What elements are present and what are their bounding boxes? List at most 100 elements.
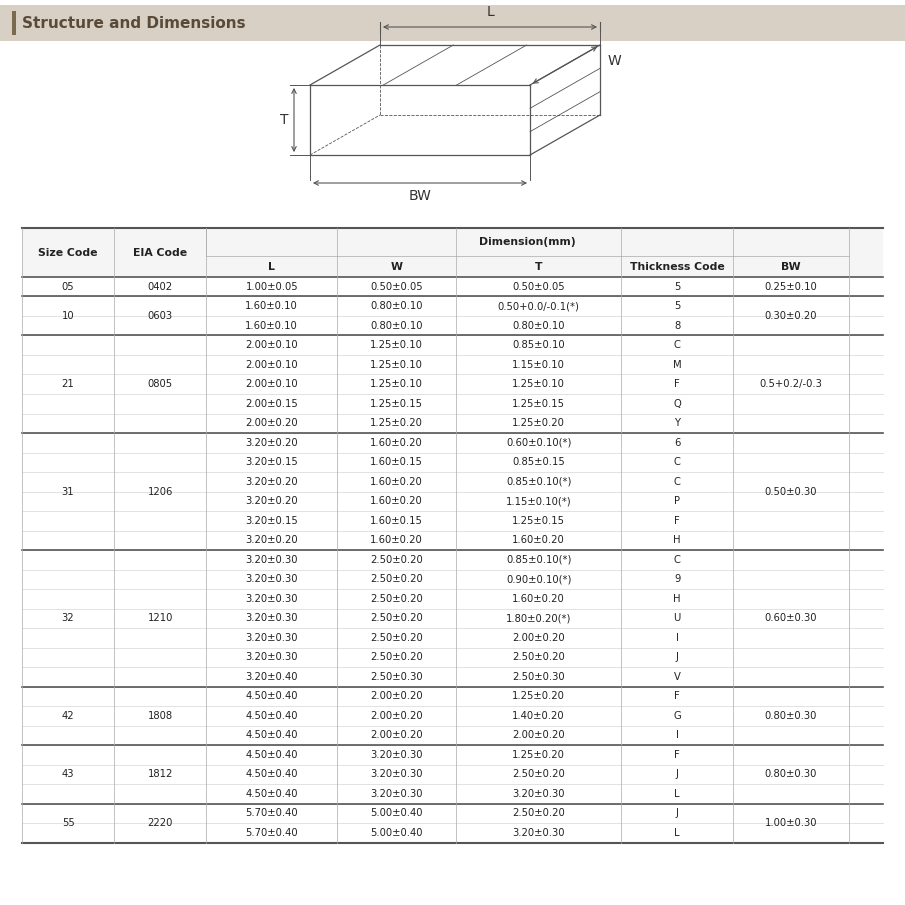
Text: 3.20±0.15: 3.20±0.15 — [245, 516, 298, 526]
Text: 1.60±0.15: 1.60±0.15 — [370, 457, 423, 467]
Text: 0.80±0.30: 0.80±0.30 — [765, 710, 817, 720]
Text: 3.20±0.30: 3.20±0.30 — [370, 749, 423, 760]
Text: 8: 8 — [674, 320, 681, 330]
Text: 3.20±0.20: 3.20±0.20 — [245, 496, 298, 506]
Text: 3.20±0.30: 3.20±0.30 — [245, 653, 298, 662]
Text: 2.50±0.20: 2.50±0.20 — [370, 575, 423, 585]
Text: 3.20±0.30: 3.20±0.30 — [245, 594, 298, 604]
Text: 2.00±0.10: 2.00±0.10 — [245, 340, 298, 350]
Bar — [22, 530, 883, 550]
Text: 3.20±0.40: 3.20±0.40 — [245, 672, 298, 681]
Text: 1.60±0.20: 1.60±0.20 — [512, 535, 565, 545]
Text: I: I — [676, 633, 679, 643]
Bar — [22, 277, 883, 297]
Text: 1.25±0.15: 1.25±0.15 — [370, 399, 423, 409]
Text: T: T — [280, 113, 288, 127]
Text: 5.70±0.40: 5.70±0.40 — [245, 828, 298, 838]
Text: 0805: 0805 — [148, 379, 173, 389]
Text: 1.25±0.10: 1.25±0.10 — [370, 340, 423, 350]
Text: 2.00±0.20: 2.00±0.20 — [512, 730, 565, 740]
Bar — [22, 589, 883, 608]
Text: W: W — [391, 262, 403, 271]
Text: G: G — [673, 710, 681, 720]
Text: 0603: 0603 — [148, 311, 173, 321]
Text: C: C — [674, 477, 681, 487]
Text: 0.85±0.15: 0.85±0.15 — [512, 457, 565, 467]
Text: 2.00±0.20: 2.00±0.20 — [370, 710, 423, 720]
Text: 32: 32 — [62, 614, 74, 624]
Text: 3.20±0.30: 3.20±0.30 — [245, 614, 298, 624]
Text: L: L — [674, 828, 680, 838]
Bar — [22, 804, 883, 823]
Text: 1.00±0.05: 1.00±0.05 — [245, 281, 298, 291]
Text: 3.20±0.20: 3.20±0.20 — [245, 477, 298, 487]
Text: 10: 10 — [62, 311, 74, 321]
Text: 0.90±0.10(*): 0.90±0.10(*) — [506, 575, 571, 585]
Text: 1.60±0.10: 1.60±0.10 — [245, 320, 298, 330]
Bar — [22, 745, 883, 765]
Text: 4.50±0.40: 4.50±0.40 — [245, 769, 298, 779]
Text: 1.25±0.10: 1.25±0.10 — [512, 379, 565, 389]
Text: 1206: 1206 — [148, 487, 173, 497]
Bar — [22, 706, 883, 726]
Text: 1.15±0.10(*): 1.15±0.10(*) — [506, 496, 571, 506]
Text: 1.00±0.30: 1.00±0.30 — [765, 818, 817, 828]
Bar — [12, 11, 16, 35]
Text: 1.25±0.20: 1.25±0.20 — [512, 691, 565, 701]
Text: 2220: 2220 — [148, 818, 173, 828]
Bar — [22, 687, 883, 706]
Text: 5.70±0.40: 5.70±0.40 — [245, 808, 298, 818]
Text: 55: 55 — [62, 818, 74, 828]
Text: P: P — [674, 496, 681, 506]
Text: C: C — [674, 340, 681, 350]
Text: 2.50±0.20: 2.50±0.20 — [370, 653, 423, 662]
Text: 2.00±0.20: 2.00±0.20 — [370, 691, 423, 701]
Text: C: C — [674, 555, 681, 565]
Text: 0.80±0.10: 0.80±0.10 — [370, 320, 423, 330]
Text: Thickness Code: Thickness Code — [630, 262, 725, 271]
Text: 2.50±0.20: 2.50±0.20 — [370, 614, 423, 624]
Text: 2.50±0.30: 2.50±0.30 — [512, 672, 565, 681]
Text: 0.30±0.20: 0.30±0.20 — [765, 311, 817, 321]
Bar — [22, 228, 883, 256]
Text: J: J — [676, 653, 679, 662]
Text: 5.00±0.40: 5.00±0.40 — [370, 808, 423, 818]
Text: 6: 6 — [674, 438, 681, 448]
Text: H: H — [673, 594, 681, 604]
Bar — [22, 569, 883, 589]
Text: 4.50±0.40: 4.50±0.40 — [245, 691, 298, 701]
Bar — [22, 256, 883, 277]
Text: F: F — [674, 691, 680, 701]
Text: 2.50±0.20: 2.50±0.20 — [370, 555, 423, 565]
Text: 1812: 1812 — [148, 769, 173, 779]
Bar — [22, 511, 883, 530]
Text: 5: 5 — [674, 301, 681, 311]
Text: 3.20±0.30: 3.20±0.30 — [512, 828, 565, 838]
Text: BW: BW — [408, 189, 432, 203]
Text: 2.50±0.20: 2.50±0.20 — [370, 594, 423, 604]
Text: 5: 5 — [674, 281, 681, 291]
Text: 3.20±0.20: 3.20±0.20 — [245, 438, 298, 448]
Text: L: L — [486, 5, 494, 19]
Text: 1.25±0.15: 1.25±0.15 — [512, 399, 565, 409]
Text: 3.20±0.30: 3.20±0.30 — [370, 769, 423, 779]
Text: W: W — [608, 54, 622, 68]
Bar — [22, 726, 883, 745]
Text: 0.50±0.05: 0.50±0.05 — [512, 281, 565, 291]
Text: T: T — [535, 262, 542, 271]
Text: 31: 31 — [62, 487, 74, 497]
Bar — [22, 452, 883, 472]
Text: F: F — [674, 749, 680, 760]
Bar — [22, 628, 883, 647]
Bar — [22, 491, 883, 511]
Text: J: J — [676, 769, 679, 779]
Text: 3.20±0.30: 3.20±0.30 — [245, 633, 298, 643]
Text: 1.40±0.20: 1.40±0.20 — [512, 710, 565, 720]
Bar — [22, 414, 883, 433]
Bar — [22, 823, 883, 843]
Bar — [0, 5, 905, 41]
Text: 0.80±0.30: 0.80±0.30 — [765, 769, 817, 779]
Bar — [22, 647, 883, 667]
Text: 0.85±0.10(*): 0.85±0.10(*) — [506, 477, 571, 487]
Text: 3.20±0.15: 3.20±0.15 — [245, 457, 298, 467]
